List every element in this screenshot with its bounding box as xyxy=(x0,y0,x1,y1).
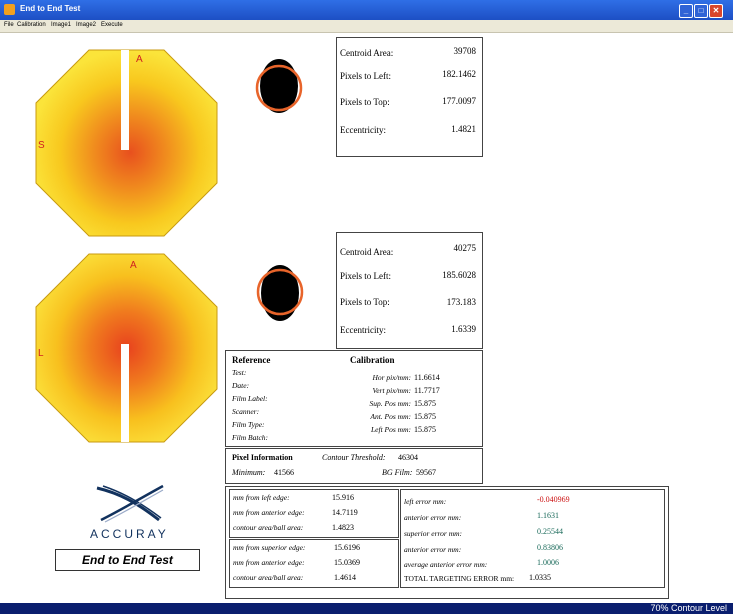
measure-value: 14.7119 xyxy=(332,508,358,517)
menu-execute[interactable]: Execute xyxy=(101,22,123,28)
measure-value: 15.6196 xyxy=(334,543,360,552)
calibration-label: Vert pix/mm: xyxy=(372,386,411,395)
measurement-panel-2: mm from superior edge: 15.6196 mm from a… xyxy=(229,539,399,588)
accuray-logo-text: ACCURAY xyxy=(90,527,169,541)
film1-mark-s: S xyxy=(38,140,45,151)
minimum-value: 41566 xyxy=(274,468,294,477)
menu-image2[interactable]: Image2 xyxy=(76,22,97,28)
error-value: 0.25544 xyxy=(537,527,563,536)
reference-title: Reference xyxy=(232,355,271,365)
error-value: -0.040969 xyxy=(537,495,570,504)
menu-image1[interactable]: Image1 xyxy=(51,22,72,28)
film-image-2: A L xyxy=(35,253,218,443)
contour-level-status: 70% Contour Level xyxy=(650,603,727,613)
stat-value: 182.1462 xyxy=(442,69,476,79)
stat-label: Eccentricity: xyxy=(340,125,386,135)
measure-label: contour area/ball area: xyxy=(233,573,304,582)
stat-label: Eccentricity: xyxy=(340,325,386,335)
stat-value: 1.6339 xyxy=(451,324,476,334)
ball-contour-image-2 xyxy=(256,265,304,321)
stat-label: Centroid Area: xyxy=(340,48,394,58)
minimize-button[interactable]: _ xyxy=(679,4,693,18)
reference-label: Film Type: xyxy=(232,420,265,429)
reference-label: Film Label: xyxy=(232,394,268,403)
menu-bar: File Calibration Image1 Image2 Execute xyxy=(0,20,733,33)
menu-calibration[interactable]: Calibration xyxy=(17,22,46,28)
stat-value: 1.4821 xyxy=(451,124,476,134)
calibration-label: Hor pix/mm: xyxy=(372,373,411,382)
matlab-app-icon xyxy=(4,4,15,15)
contour-threshold-value: 46304 xyxy=(398,453,418,462)
calibration-value: 11.7717 xyxy=(414,386,440,395)
error-value: 1.1631 xyxy=(537,511,559,520)
menu-file[interactable]: File xyxy=(4,22,14,28)
stat-label: Pixels to Top: xyxy=(340,297,390,307)
film1-mark-a: A xyxy=(136,54,143,65)
calibration-value: 15.875 xyxy=(414,412,436,421)
reference-label: Date: xyxy=(232,381,250,390)
stat-value: 173.183 xyxy=(446,297,476,307)
measure-value: 15.0369 xyxy=(334,558,360,567)
film-image-1: A S xyxy=(35,49,218,237)
film2-mark-l: L xyxy=(38,348,44,359)
stat-value: 39708 xyxy=(453,46,477,56)
end-to-end-test-button[interactable]: End to End Test xyxy=(55,549,200,571)
stat-label: Pixels to Left: xyxy=(340,271,391,281)
measure-label: mm from left edge: xyxy=(233,493,290,502)
calibration-value: 15.875 xyxy=(414,425,436,434)
minimum-label: Minimum: xyxy=(232,468,266,477)
film2-mark-a: A xyxy=(130,260,137,271)
title-bar: End to End Test _ □ ✕ xyxy=(0,0,733,20)
total-error-label: TOTAL TARGETING ERROR mm: xyxy=(404,574,515,583)
measure-label: mm from anterior edge: xyxy=(233,558,305,567)
stat-label: Pixels to Top: xyxy=(340,97,390,107)
stat-label: Pixels to Left: xyxy=(340,71,391,81)
pixel-info-title: Pixel Information xyxy=(232,453,293,462)
measure-label: mm from superior edge: xyxy=(233,543,306,552)
status-bar: 70% Contour Level xyxy=(0,603,733,614)
pixel-information-panel: Pixel Information Contour Threshold: 463… xyxy=(225,448,483,484)
calibration-label: Ant. Pos mm: xyxy=(370,412,411,421)
close-button[interactable]: ✕ xyxy=(709,4,723,18)
bg-film-value: 59567 xyxy=(416,468,436,477)
stat-value: 40275 xyxy=(453,243,477,253)
error-label: superior error mm: xyxy=(404,529,463,538)
reference-label: Test: xyxy=(232,368,247,377)
image2-stats-panel: Centroid Area: 40275 Pixels to Left: 185… xyxy=(336,232,483,349)
total-error-value: 1.0335 xyxy=(529,573,551,582)
measure-label: mm from anterior edge: xyxy=(233,508,305,517)
stat-value: 177.0097 xyxy=(442,96,476,106)
measurement-panel-1: mm from left edge: 15.916 mm from anteri… xyxy=(229,489,399,538)
error-label: average anterior error mm: xyxy=(404,560,488,569)
error-value: 0.83806 xyxy=(537,543,563,552)
measure-label: contour area/ball area: xyxy=(233,523,304,532)
contour-threshold-label: Contour Threshold: xyxy=(322,453,386,462)
bg-film-label: BG Film: xyxy=(382,468,413,477)
calibration-label: Sup. Pos mm: xyxy=(369,399,411,408)
reference-label: Scanner: xyxy=(232,407,260,416)
reference-calibration-panel: Reference Calibration Test: Date: Film L… xyxy=(225,350,483,447)
targeting-error-panel: left error mm: -0.040969 anterior error … xyxy=(400,489,665,588)
calibration-value: 15.875 xyxy=(414,399,436,408)
measure-value: 1.4614 xyxy=(334,573,356,582)
error-label: anterior error mm: xyxy=(404,513,462,522)
stat-label: Centroid Area: xyxy=(340,247,394,257)
error-label: anterior error mm: xyxy=(404,545,462,554)
window-title: End to End Test xyxy=(20,4,81,13)
accuray-logo-icon xyxy=(96,484,164,523)
error-value: 1.0006 xyxy=(537,558,559,567)
stat-value: 185.6028 xyxy=(442,270,476,280)
calibration-label: Left Pos mm: xyxy=(371,425,411,434)
reference-label: Film Batch: xyxy=(232,433,269,442)
maximize-button[interactable]: □ xyxy=(694,4,708,18)
ball-contour-image-1 xyxy=(255,59,303,113)
calibration-value: 11.6614 xyxy=(414,373,440,382)
calibration-title: Calibration xyxy=(350,355,395,365)
measure-value: 15.916 xyxy=(332,493,354,502)
measure-value: 1.4823 xyxy=(332,523,354,532)
image1-stats-panel: Centroid Area: 39708 Pixels to Left: 182… xyxy=(336,37,483,157)
error-label: left error mm: xyxy=(404,497,447,506)
